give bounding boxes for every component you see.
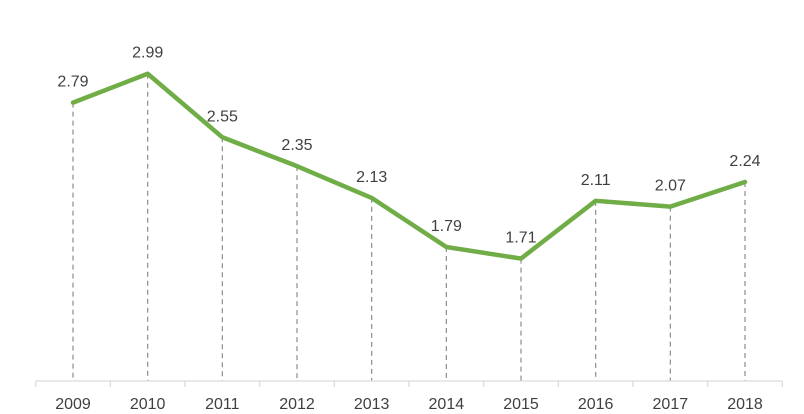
x-tick-label-2017: 2017 [653, 396, 689, 413]
x-tick-label-2018: 2018 [727, 396, 763, 413]
x-tick-label-2012: 2012 [279, 396, 315, 413]
x-axis [35, 380, 783, 387]
drop-lines-layer [72, 73, 746, 381]
data-label-2013: 2.13 [356, 169, 387, 186]
data-label-2017: 2.07 [655, 178, 686, 195]
x-tick-label-2015: 2015 [503, 396, 539, 413]
x-tick-labels-layer: 2009 2010 2011 2012 2013 2014 2015 2016 2017 2018 [55, 396, 763, 413]
x-tick-label-2013: 2013 [354, 396, 390, 413]
x-tick-label-2011: 2011 [205, 396, 240, 413]
data-label-2018: 2.24 [729, 153, 760, 170]
data-label-2014: 1.79 [431, 218, 462, 235]
x-tick-label-2014: 2014 [429, 396, 465, 413]
x-tick-label-2009: 2009 [55, 396, 91, 413]
data-label-2011: 2.55 [207, 108, 238, 125]
data-label-2015: 1.71 [505, 230, 536, 247]
x-tick-label-2016: 2016 [578, 396, 614, 413]
data-label-2010: 2.99 [132, 45, 163, 62]
data-labels-layer: 2.79 2.99 2.55 2.35 2.13 1.79 1.71 2.11 2.07 2.24 [57, 45, 760, 247]
data-label-2009: 2.79 [57, 74, 88, 91]
data-label-2012: 2.35 [281, 137, 312, 154]
x-tick-label-2010: 2010 [130, 396, 166, 413]
data-label-2016: 2.11 [581, 172, 611, 189]
series-line-layer [70, 71, 748, 261]
series-line [70, 71, 748, 261]
